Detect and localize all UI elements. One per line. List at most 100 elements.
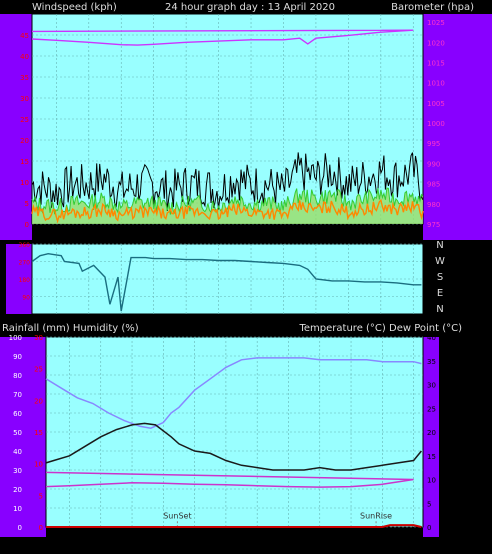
header-chart-title: 24 hour graph day : 13 April 2020 xyxy=(165,2,335,13)
compass-label: E xyxy=(437,288,443,299)
tick-label-rainfall: 15 xyxy=(34,429,43,437)
tick-label-barometer: 1020 xyxy=(427,39,445,47)
tick-label-humidity: 80 xyxy=(13,372,22,380)
tick-label-windspeed: 30 xyxy=(20,95,29,103)
tick-label-barometer: 1000 xyxy=(427,120,445,128)
compass-label: N xyxy=(436,304,443,315)
tick-label-hour: 01 xyxy=(283,539,294,549)
tick-label-hour: 15 xyxy=(116,230,127,240)
tick-label-windspeed: 25 xyxy=(20,116,29,124)
series-line-barometer xyxy=(31,29,414,46)
sun-marker-label: SunRise xyxy=(360,512,392,521)
tick-label-barometer: 975 xyxy=(427,221,440,229)
dir-left-axis-panel xyxy=(6,244,32,314)
series-line-wind-direction xyxy=(31,252,422,312)
tick-label-direction: 360 xyxy=(19,242,31,249)
top-right-axis-labels: 975 980 985 990 995 1000 1005 1010 1015 1020 1025 xyxy=(427,19,445,229)
tick-label-hour: 05 xyxy=(345,539,356,549)
tick-label-hour: 11 xyxy=(51,230,62,240)
mid-header-right: Temperature (°C) Dew Point (°C) xyxy=(299,323,463,334)
tick-label-humidity: 100 xyxy=(9,334,22,342)
tick-label-temperature: 20 xyxy=(427,429,436,437)
tick-label-humidity: 50 xyxy=(13,429,22,437)
sun-marker-label: SunSet xyxy=(163,512,191,521)
tick-label-hour: 11 xyxy=(64,539,75,549)
tick-label-hour: 07 xyxy=(375,230,386,240)
top-x-axis-labels: 11 13 15 17 19 21 23 01 03 05 07 09 xyxy=(51,230,420,240)
top-series xyxy=(31,29,424,224)
tick-label-hour: 19 xyxy=(180,230,192,240)
tick-label-barometer: 1010 xyxy=(427,80,445,88)
tick-label-hour: 23 xyxy=(251,539,262,549)
tick-label-hour: 19 xyxy=(189,539,201,549)
series-line-dewpoint xyxy=(45,471,414,488)
tick-label-barometer: 1015 xyxy=(427,59,445,67)
tick-label-humidity: 30 xyxy=(13,467,22,475)
tick-label-hour: 03 xyxy=(310,230,321,240)
header-barometer-label: Barometer (hpa) xyxy=(391,2,474,13)
tick-label-rainfall: 10 xyxy=(34,461,43,469)
top-right-axis-panel xyxy=(423,14,492,240)
top-left-axis-panel xyxy=(0,14,32,240)
tick-label-direction: 90 xyxy=(22,295,30,302)
bottom-right-axis-labels: 0 5 10 15 20 25 30 35 40 xyxy=(427,334,436,532)
header-windspeed-label: Windspeed (kph) xyxy=(32,2,117,13)
tick-label-humidity: 60 xyxy=(13,410,22,418)
tick-label-rainfall: 0 xyxy=(39,524,43,532)
tick-label-windspeed: 20 xyxy=(20,137,29,145)
series-line-windspeed xyxy=(31,187,424,215)
series-line-humidity xyxy=(45,357,422,429)
mid-header-left: Rainfall (mm) Humidity (%) xyxy=(2,323,139,334)
bottom-x-axis-labels: 11 13 15 17 19 21 23 01 03 05 07 09 xyxy=(64,539,420,549)
tick-label-hour: 07 xyxy=(377,539,388,549)
tick-label-hour: 01 xyxy=(278,230,289,240)
tick-label-hour: 05 xyxy=(343,230,354,240)
tick-label-hour: 03 xyxy=(314,539,325,549)
tick-label-hour: 17 xyxy=(158,539,169,549)
series-line-wind-average xyxy=(31,198,424,224)
tick-label-rainfall: 5 xyxy=(39,492,43,500)
tick-label-direction: 180 xyxy=(19,277,31,284)
tick-label-temperature: 35 xyxy=(427,358,436,366)
tick-label-hour: 13 xyxy=(95,539,106,549)
tick-label-direction: 270 xyxy=(19,260,31,267)
tick-label-humidity: 40 xyxy=(13,448,22,456)
tick-label-barometer: 985 xyxy=(427,181,440,189)
bottom-left-axis-panel xyxy=(0,337,46,537)
tick-label-hour: 09 xyxy=(408,539,420,549)
tick-label-humidity: 70 xyxy=(13,391,22,399)
tick-label-temperature: 25 xyxy=(427,405,436,413)
bottom-rain-axis-labels: 0 5 10 15 20 25 30 xyxy=(34,334,43,532)
tick-label-rainfall: 20 xyxy=(34,397,43,405)
tick-label-rainfall: 25 xyxy=(34,366,43,374)
tick-label-hour: 13 xyxy=(83,230,94,240)
tick-label-barometer: 995 xyxy=(427,140,440,148)
dir-left-axis-labels: 360 270 180 90 xyxy=(19,242,31,302)
tick-label-temperature: 0 xyxy=(427,524,431,532)
bottom-left-axis-labels: 0 10 20 30 40 50 60 70 80 90 100 xyxy=(9,334,22,532)
series-line-temperature xyxy=(45,422,422,471)
tick-label-windspeed: 40 xyxy=(20,53,29,61)
compass-label: S xyxy=(437,272,443,283)
tick-label-windspeed: 45 xyxy=(20,32,29,40)
tick-label-temperature: 10 xyxy=(427,477,436,485)
tick-label-hour: 23 xyxy=(245,230,256,240)
series-line-wind-gust xyxy=(31,152,424,211)
tick-label-hour: 17 xyxy=(148,230,159,240)
tick-label-hour: 21 xyxy=(220,539,231,549)
tick-label-hour: 15 xyxy=(126,539,137,549)
tick-label-windspeed: 5 xyxy=(25,200,29,208)
tick-label-windspeed: 35 xyxy=(20,74,29,82)
tick-label-temperature: 15 xyxy=(427,453,436,461)
tick-label-temperature: 40 xyxy=(427,334,436,342)
tick-label-windspeed: 15 xyxy=(20,158,29,166)
tick-label-humidity: 20 xyxy=(13,486,22,494)
tick-label-barometer: 990 xyxy=(427,160,440,168)
dir-grid xyxy=(32,243,423,314)
tick-label-rainfall: 30 xyxy=(34,334,43,342)
tick-label-barometer: 1025 xyxy=(427,19,445,27)
dir-series xyxy=(31,252,422,312)
top-left-axis-labels: 0 5 10 15 20 25 30 35 40 45 xyxy=(20,32,29,229)
